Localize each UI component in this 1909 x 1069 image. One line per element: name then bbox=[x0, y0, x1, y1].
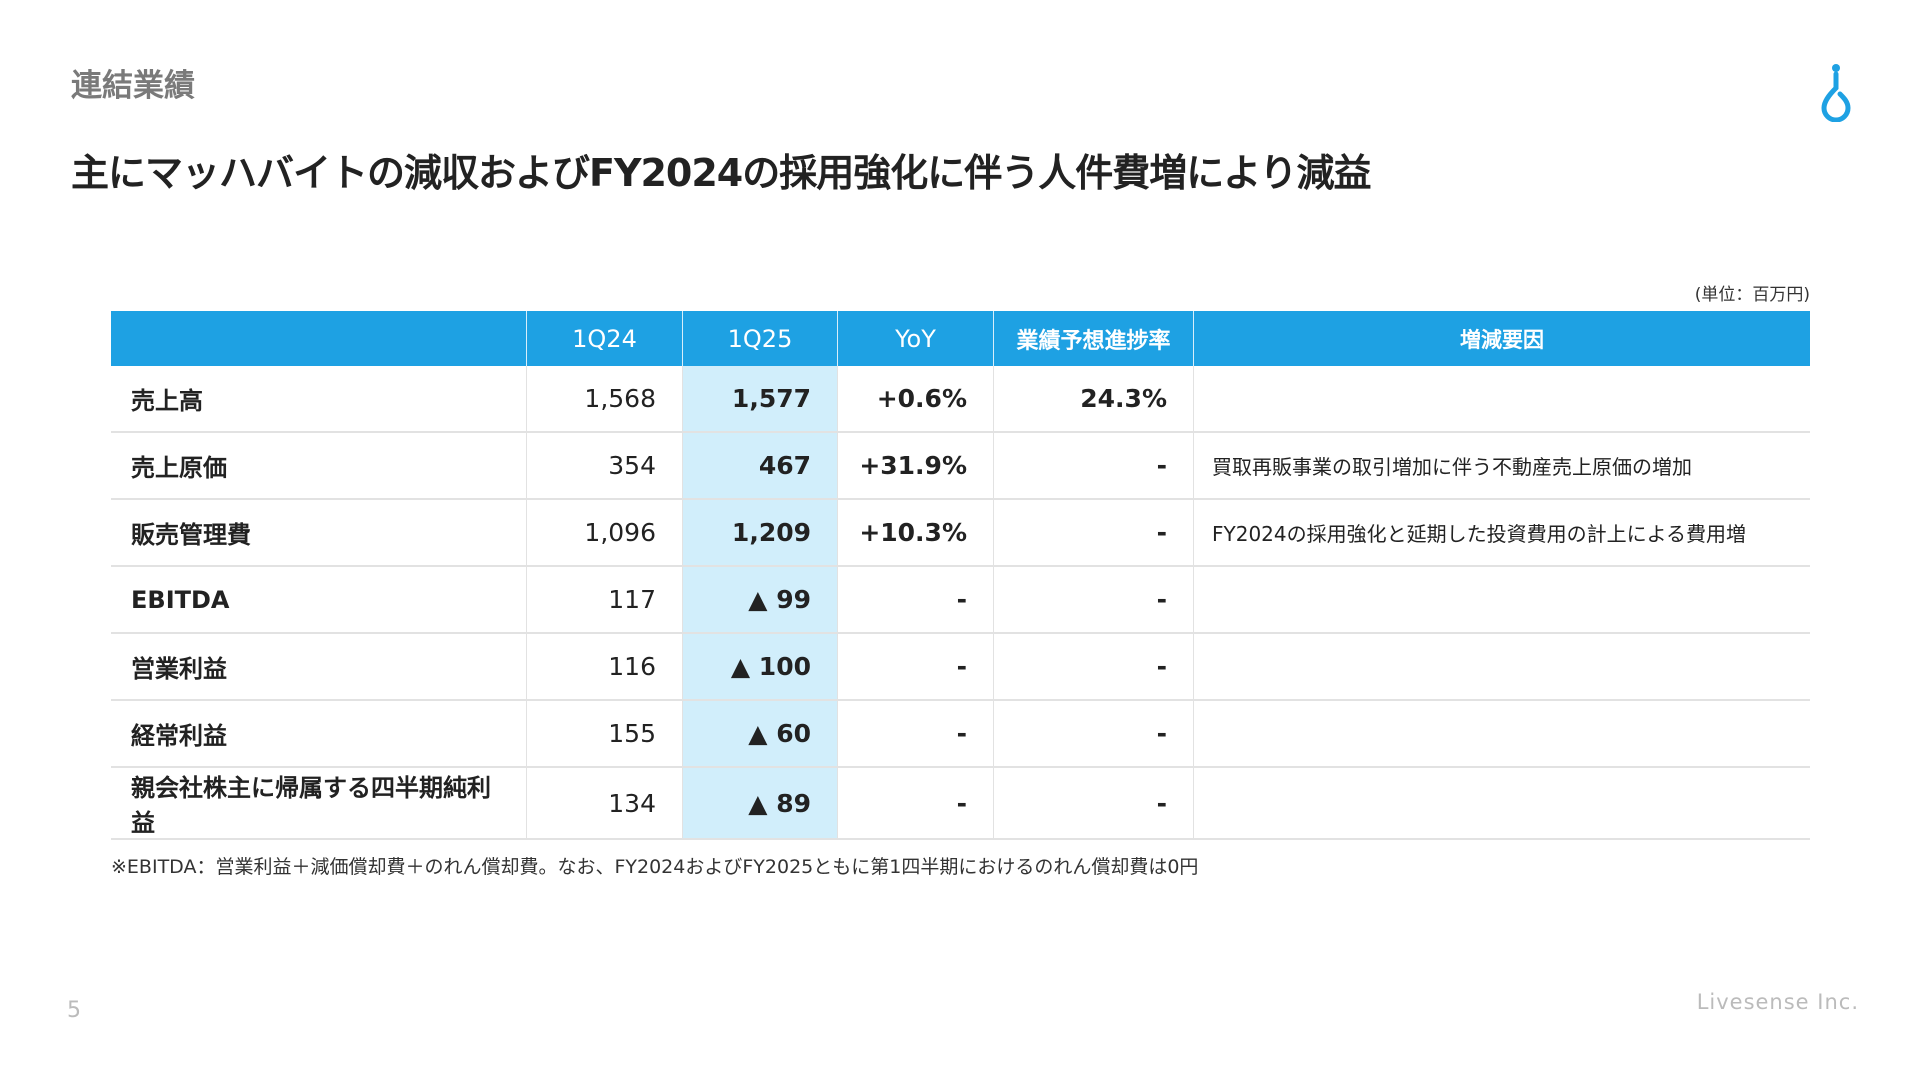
table-cell: - bbox=[993, 700, 1194, 768]
footnote: ※EBITDA：営業利益＋減価償却費＋のれん償却費。なお、FY2024およびFY… bbox=[111, 856, 1199, 878]
table-row: 売上高 1,568 1,577 +0.6% 24.3% bbox=[111, 366, 1810, 433]
row-label: 売上高 bbox=[111, 366, 527, 433]
table-cell: 134 bbox=[526, 767, 683, 840]
table-cell: +31.9% bbox=[837, 432, 994, 500]
table-cell: 116 bbox=[526, 633, 683, 701]
table-row: 販売管理費 1,096 1,209 +10.3% - FY2024の採用強化と延期した投資… bbox=[111, 499, 1810, 567]
table-cell: ▲ 99 bbox=[682, 566, 838, 634]
table-row: EBITDA 117 ▲ 99- - bbox=[111, 566, 1810, 634]
table-cell bbox=[1193, 366, 1810, 433]
table-cell: +0.6% bbox=[837, 366, 994, 433]
table-header-row: 1Q24 1Q25 YoY 業績予想進捗率 増減要因 bbox=[111, 311, 1810, 366]
header-cell bbox=[111, 311, 527, 366]
table-cell: - bbox=[993, 633, 1194, 701]
table-cell: - bbox=[993, 432, 1194, 500]
row-label: 経常利益 bbox=[111, 700, 527, 768]
table-cell: +10.3% bbox=[837, 499, 994, 567]
financial-results-table: 1Q24 1Q25 YoY 業績予想進捗率 増減要因 売上高 1,568 1,577… bbox=[111, 311, 1810, 840]
table-cell: - bbox=[837, 566, 994, 634]
header-cell: 業績予想進捗率 bbox=[993, 311, 1194, 366]
table-cell bbox=[1193, 633, 1810, 701]
row-label: 営業利益 bbox=[111, 633, 527, 701]
row-label: 販売管理費 bbox=[111, 499, 527, 567]
table-cell: - bbox=[837, 633, 994, 701]
header-cell: YoY bbox=[837, 311, 994, 366]
page-number: 5 bbox=[67, 998, 81, 1023]
table-cell: 1,568 bbox=[526, 366, 683, 433]
table-cell bbox=[1193, 566, 1810, 634]
table-cell: 354 bbox=[526, 432, 683, 500]
header-cell: 1Q24 bbox=[526, 311, 683, 366]
water-drop-logo-icon bbox=[1821, 64, 1851, 122]
page-title: 主にマッハバイトの減収およびFY2024の採用強化に伴う人件費増により減益 bbox=[71, 151, 1371, 195]
table-cell: - bbox=[993, 566, 1194, 634]
brand-name: Livesense Inc. bbox=[1696, 990, 1859, 1014]
table-row: 親会社株主に帰属する四半期純利益 134 ▲ 89- - bbox=[111, 767, 1810, 840]
section-title: 連結業績 bbox=[71, 68, 195, 104]
table-cell: 1,577 bbox=[682, 366, 838, 433]
table-cell: 155 bbox=[526, 700, 683, 768]
row-label: EBITDA bbox=[111, 566, 527, 634]
table-row: 経常利益 155 ▲ 60- - bbox=[111, 700, 1810, 768]
table-cell: 買取再販事業の取引増加に伴う不動産売上原価の増加 bbox=[1193, 432, 1810, 500]
table-cell: 24.3% bbox=[993, 366, 1194, 433]
row-label: 親会社株主に帰属する四半期純利益 bbox=[111, 767, 527, 840]
unit-label: (単位：百万円) bbox=[1694, 285, 1810, 305]
table-cell: ▲ 100 bbox=[682, 633, 838, 701]
table-cell: FY2024の採用強化と延期した投資費用の計上による費用増 bbox=[1193, 499, 1810, 567]
table-cell bbox=[1193, 700, 1810, 768]
table-cell: ▲ 89 bbox=[682, 767, 838, 840]
table-cell: 1,209 bbox=[682, 499, 838, 567]
table-cell: - bbox=[837, 767, 994, 840]
table-row: 売上原価 354 467 +31.9% - 買取再販事業の取引増加に伴う不動産売上原価の増… bbox=[111, 432, 1810, 500]
table-cell: - bbox=[837, 700, 994, 768]
header-cell: 増減要因 bbox=[1193, 311, 1810, 366]
table-cell: - bbox=[993, 499, 1194, 567]
table-cell bbox=[1193, 767, 1810, 840]
table-cell: ▲ 60 bbox=[682, 700, 838, 768]
table-cell: 117 bbox=[526, 566, 683, 634]
table-cell: 1,096 bbox=[526, 499, 683, 567]
row-label: 売上原価 bbox=[111, 432, 527, 500]
table-cell: - bbox=[993, 767, 1194, 840]
header-cell: 1Q25 bbox=[682, 311, 838, 366]
table-cell: 467 bbox=[682, 432, 838, 500]
table-row: 営業利益 116 ▲ 100- - bbox=[111, 633, 1810, 701]
